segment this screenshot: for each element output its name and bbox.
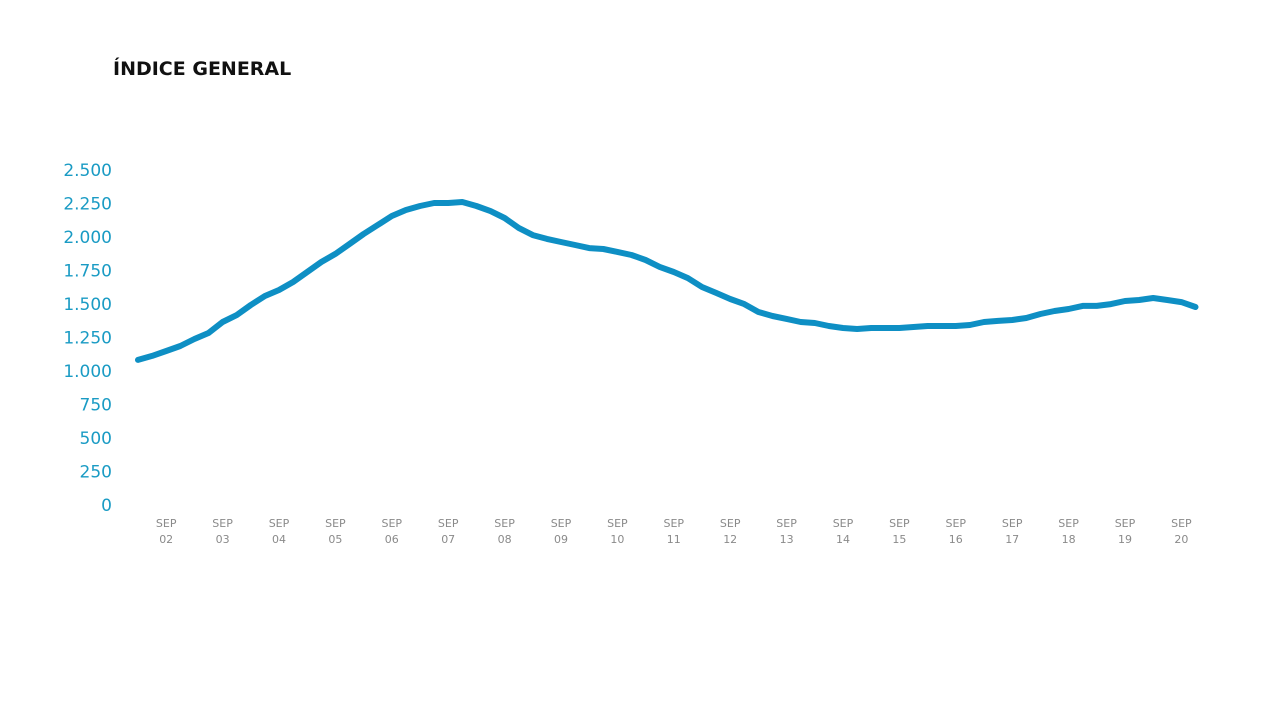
x-tick-label: SEP 20 bbox=[1171, 517, 1192, 546]
x-tick-label: SEP 14 bbox=[832, 517, 854, 546]
y-tick-label: 2.000 bbox=[63, 228, 112, 248]
x-tick-label: SEP 17 bbox=[1001, 517, 1023, 546]
chart-title: ÍNDICE GENERAL bbox=[113, 58, 292, 80]
y-tick-label: 1.500 bbox=[63, 295, 112, 315]
x-tick-label: SEP 08 bbox=[494, 517, 515, 546]
x-tick-label: SEP 16 bbox=[945, 517, 967, 546]
x-tick-label: SEP 09 bbox=[550, 517, 572, 546]
y-tick-label: 500 bbox=[80, 429, 112, 449]
x-tick-label: SEP 07 bbox=[437, 517, 459, 546]
x-tick-label: SEP 15 bbox=[889, 517, 910, 546]
y-tick-label: 1.000 bbox=[63, 362, 112, 382]
x-tick-label: SEP 06 bbox=[381, 517, 403, 546]
y-tick-label: 0 bbox=[101, 496, 112, 516]
x-tick-label: SEP 11 bbox=[663, 517, 685, 546]
line bbox=[135, 199, 1199, 363]
x-tick-label: SEP 02 bbox=[155, 517, 177, 546]
y-tick-label: 250 bbox=[80, 463, 112, 483]
x-tick-label: SEP 18 bbox=[1058, 517, 1079, 546]
y-tick-label: 2.500 bbox=[63, 161, 112, 181]
x-tick-label: SEP 04 bbox=[268, 517, 290, 546]
y-tick-label: 2.250 bbox=[63, 195, 112, 215]
x-tick-label: SEP 10 bbox=[607, 517, 628, 546]
x-tick-label: SEP 19 bbox=[1114, 517, 1136, 546]
x-tick-label: SEP 13 bbox=[776, 517, 797, 546]
x-tick-label: SEP 03 bbox=[212, 517, 233, 546]
y-tick-label: 1.750 bbox=[63, 262, 112, 282]
y-tick-label: 750 bbox=[80, 396, 112, 416]
x-tick-label: SEP 12 bbox=[719, 517, 741, 546]
y-tick-label: 1.250 bbox=[63, 329, 112, 349]
x-tick-label: SEP 05 bbox=[325, 517, 346, 546]
